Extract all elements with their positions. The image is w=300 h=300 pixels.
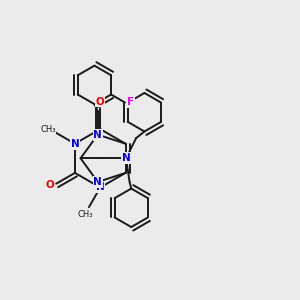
Text: N: N: [93, 130, 102, 140]
Text: O: O: [96, 97, 105, 106]
Text: N: N: [96, 182, 105, 193]
Text: F: F: [127, 98, 134, 107]
Text: CH₃: CH₃: [40, 124, 56, 134]
Text: O: O: [46, 180, 55, 190]
Text: CH₃: CH₃: [78, 210, 93, 219]
Text: N: N: [93, 177, 102, 187]
Text: N: N: [122, 153, 130, 163]
Text: N: N: [70, 139, 79, 149]
